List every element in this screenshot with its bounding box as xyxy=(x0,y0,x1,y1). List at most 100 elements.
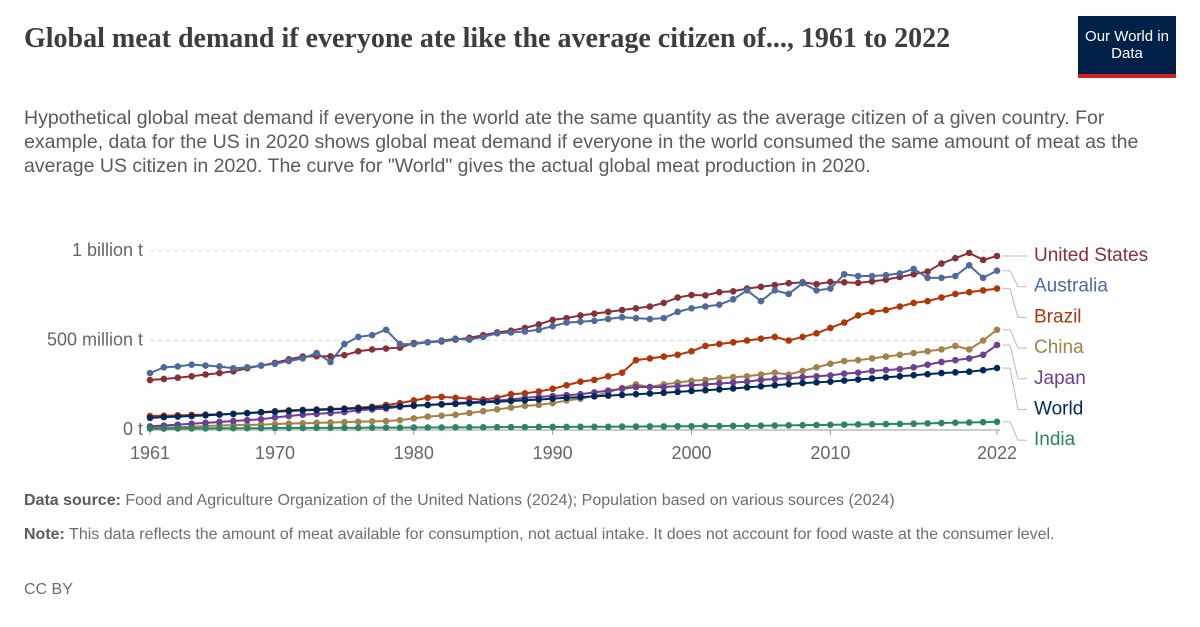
data-point xyxy=(757,335,765,343)
data-point xyxy=(313,419,320,427)
data-point xyxy=(577,318,584,326)
data-point xyxy=(216,369,223,377)
data-point xyxy=(799,421,806,429)
data-point xyxy=(410,415,418,422)
data-point xyxy=(938,346,945,353)
data-point xyxy=(285,412,293,420)
data-point xyxy=(688,304,695,312)
data-point xyxy=(757,376,765,384)
data-point xyxy=(910,371,917,379)
source: Data source: Food and Agriculture Organi… xyxy=(24,490,1174,512)
data-point xyxy=(438,412,445,419)
data-point xyxy=(549,385,556,393)
data-point xyxy=(327,358,334,366)
data-point xyxy=(952,369,959,376)
data-point xyxy=(188,412,195,420)
data-point xyxy=(868,308,876,316)
data-point xyxy=(549,316,556,324)
data-point xyxy=(952,272,959,280)
data-point xyxy=(660,423,668,430)
data-point xyxy=(979,287,987,294)
data-point xyxy=(660,314,668,322)
data-point xyxy=(924,420,931,427)
data-point xyxy=(660,389,668,397)
data-point xyxy=(965,288,973,296)
data-point xyxy=(827,421,834,429)
data-point xyxy=(827,378,834,385)
data-point xyxy=(979,351,987,359)
legend-connector xyxy=(1003,288,1027,318)
data-point xyxy=(702,303,709,310)
data-point xyxy=(757,297,765,305)
data-point xyxy=(382,424,390,431)
data-point xyxy=(785,279,793,287)
data-point xyxy=(813,364,820,371)
legend-connector xyxy=(1003,329,1027,349)
data-point xyxy=(521,328,529,335)
data-point xyxy=(993,326,1001,334)
data-point xyxy=(729,379,737,386)
data-point xyxy=(868,278,876,285)
data-point xyxy=(771,369,779,377)
data-point xyxy=(827,324,834,332)
data-point xyxy=(896,303,904,310)
data-point xyxy=(743,422,751,430)
data-point xyxy=(813,280,820,288)
data-point xyxy=(591,376,598,384)
data-point xyxy=(688,347,695,355)
data-point xyxy=(382,417,390,425)
data-point xyxy=(771,375,779,383)
data-point xyxy=(577,393,584,401)
data-point xyxy=(715,340,723,348)
chart-subtitle: Hypothetical global meat demand if every… xyxy=(24,107,1139,177)
data-point xyxy=(243,416,251,424)
data-point xyxy=(299,355,307,362)
data-point xyxy=(702,342,709,350)
data-point xyxy=(341,405,348,413)
data-point xyxy=(618,313,626,321)
logo[interactable]: Our World in Data xyxy=(1078,16,1176,78)
data-point xyxy=(993,364,1001,372)
source-text: Food and Agriculture Organization of the… xyxy=(125,492,895,509)
data-point xyxy=(702,292,709,299)
data-point xyxy=(563,319,570,326)
data-point xyxy=(632,304,640,312)
data-point xyxy=(368,418,376,425)
x-tick-label: 2000 xyxy=(672,443,712,463)
legend-connector xyxy=(1003,270,1027,288)
data-point xyxy=(216,424,223,432)
data-point xyxy=(507,404,515,411)
data-point xyxy=(160,375,168,383)
data-point xyxy=(591,310,598,317)
data-point xyxy=(785,290,793,298)
data-point xyxy=(410,340,418,348)
data-point xyxy=(188,373,195,380)
data-point xyxy=(715,301,723,309)
data-point xyxy=(924,268,931,275)
data-point xyxy=(938,274,945,282)
data-point xyxy=(466,399,473,407)
data-point xyxy=(924,370,931,378)
data-point xyxy=(785,422,793,429)
data-point xyxy=(382,403,390,411)
data-point xyxy=(216,411,223,418)
data-point xyxy=(729,385,737,392)
data-point xyxy=(493,406,501,413)
data-point xyxy=(729,422,737,430)
data-point xyxy=(452,424,459,431)
data-point xyxy=(910,299,917,307)
data-point xyxy=(452,411,459,419)
data-point xyxy=(424,394,432,402)
data-point xyxy=(868,420,876,428)
data-point xyxy=(160,425,168,432)
data-point xyxy=(854,421,862,428)
data-point xyxy=(952,356,959,364)
data-point xyxy=(910,270,917,278)
data-point xyxy=(146,425,154,432)
license: CC BY xyxy=(24,581,73,598)
data-point xyxy=(965,368,973,375)
data-point xyxy=(785,337,793,344)
data-point xyxy=(493,398,501,406)
data-point xyxy=(715,422,723,430)
